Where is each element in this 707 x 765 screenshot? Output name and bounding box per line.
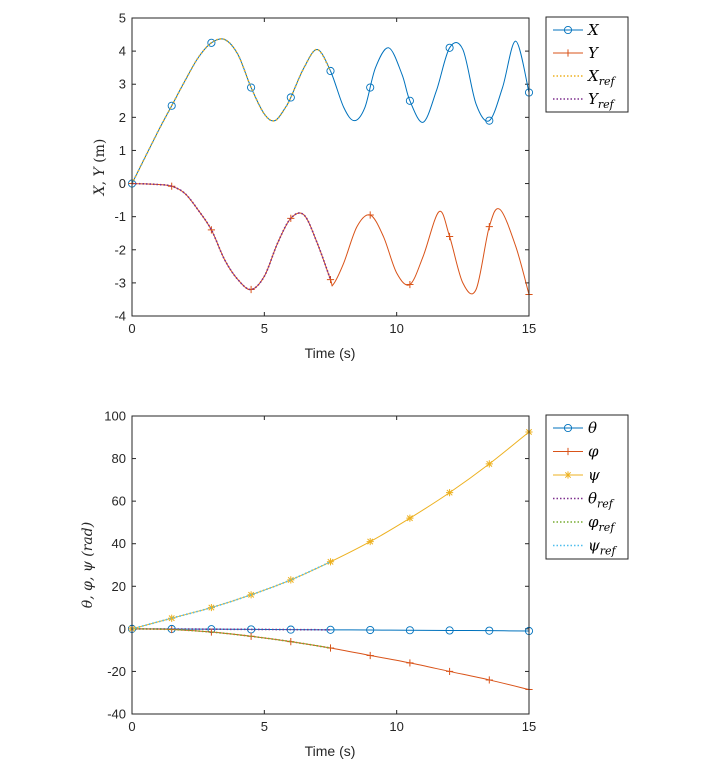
legend-marker [563,25,573,35]
legend-label: Xref [587,67,616,88]
legend-marker [564,471,572,479]
y-tick-label: 2 [119,110,126,125]
data-point-marker [366,537,374,546]
x-axis-label: Time (s) [305,345,356,361]
series-line--ref [131,628,331,649]
x-tick-label: 15 [522,321,536,336]
data-point-marker [446,489,454,497]
y-tick-label: -3 [114,275,126,290]
legend-label: φref [588,513,616,534]
x-tick-label: 0 [128,321,135,336]
series-line-y [131,183,530,295]
y-tick-label: 1 [119,143,126,158]
data-point-marker [247,83,256,92]
data-point-marker [287,576,295,584]
x-tick-label: 0 [128,719,135,734]
x-tick-label: 5 [261,719,268,734]
data-point-marker [405,96,414,105]
legend-marker [563,423,573,433]
data-point-marker [366,625,375,635]
legend-label: ψ [588,466,600,484]
y-tick-label: 20 [112,579,126,594]
chart-xy-position: 0 5 10 15 -4 -3 -2 -1 0 1 2 3 4 5 Time (s) X, Y (m) X… [92,11,629,361]
legend-label: Y [588,44,600,62]
data-point-marker [366,651,374,660]
y-tick-label: 0 [119,176,126,191]
plot-area [132,18,529,316]
legend-label: Yref [588,90,616,111]
data-point-marker [445,626,454,635]
data-point-marker [406,280,414,289]
legend-box [545,414,629,560]
y-tick-label: 4 [119,44,126,59]
y-tick-label: -4 [114,309,126,324]
y-tick-label: -40 [107,707,126,722]
data-point-marker [167,101,176,110]
data-point-marker [366,83,375,92]
chart-euler-angles: 0 5 10 15 -40 -20 0 20 40 60 80 100 Time (s) θ, φ, … [80,409,629,759]
plot-frame [131,415,530,715]
data-point-marker [446,667,454,676]
legend-box [545,16,629,113]
legend-marker [564,49,572,57]
x-tick-label: 10 [389,719,403,734]
y-tick-label: -2 [114,242,126,257]
y-axis-label: X, Y (m) [92,139,108,197]
legend-label: φ [588,443,599,461]
data-point-marker [485,223,493,231]
data-point-marker [445,43,454,52]
series-line-x-ref [131,37,332,184]
data-point-marker [326,275,335,284]
data-point-marker [168,614,176,622]
y-tick-label: 60 [112,494,126,509]
y-tick-label: -20 [107,664,126,679]
data-point-marker [326,558,335,566]
legend-marker [564,447,572,456]
data-point-marker [366,211,374,219]
data-point-marker [406,659,414,667]
series-markers [128,179,533,299]
data-point-marker [207,226,215,234]
legend-label: θ [588,419,597,437]
x-tick-label: 15 [522,719,536,734]
data-point-marker [446,232,454,241]
legend-label: θref [588,490,615,511]
legend-label: X [587,21,600,39]
data-point-marker [485,460,493,468]
data-point-marker [405,626,414,635]
data-point-marker [326,625,335,634]
data-point-marker [207,38,216,47]
data-point-marker [326,66,335,76]
y-tick-label: 3 [119,77,126,92]
y-tick-label: 100 [104,409,126,424]
data-point-marker [406,514,414,522]
data-point-marker [485,676,493,684]
plot-frame [131,17,530,317]
x-tick-label: 5 [261,321,268,336]
y-tick-label: 5 [119,11,126,26]
legend-label: ψref [588,537,618,558]
x-axis-label: Time (s) [305,743,356,759]
y-tick-label: -1 [114,209,126,224]
y-tick-label: 40 [112,536,126,551]
data-point-marker [286,93,295,102]
data-point-marker [207,603,215,612]
y-tick-label: 0 [119,621,126,636]
data-point-marker [485,116,494,125]
x-tick-label: 10 [389,321,403,336]
y-tick-label: 80 [112,451,126,466]
data-point-marker [485,626,494,635]
series-line-x [131,38,530,184]
y-axis-label: θ, φ, ψ (rad) [80,522,96,608]
